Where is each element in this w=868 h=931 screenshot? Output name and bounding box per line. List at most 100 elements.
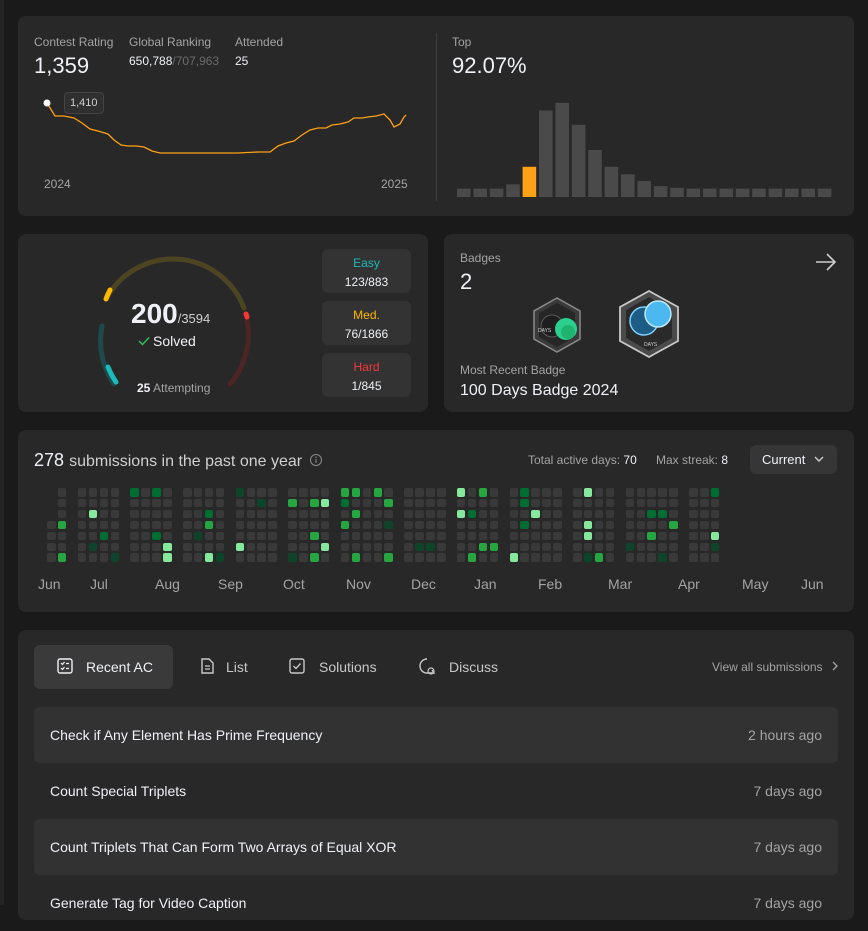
heatmap-day-cell[interactable]	[636, 498, 645, 508]
heatmap-day-cell[interactable]	[340, 509, 350, 519]
heatmap-day-cell[interactable]	[542, 498, 551, 508]
heatmap-day-cell[interactable]	[193, 542, 203, 551]
heatmap-day-cell[interactable]	[183, 520, 192, 530]
heatmap-day-cell[interactable]	[246, 542, 255, 551]
heatmap-day-cell[interactable]	[509, 531, 518, 541]
heatmap-day-cell[interactable]	[426, 498, 435, 508]
heatmap-day-cell[interactable]	[437, 553, 446, 562]
heatmap-day-cell[interactable]	[152, 509, 161, 519]
heatmap-day-cell[interactable]	[669, 488, 678, 497]
heatmap-day-cell[interactable]	[594, 553, 604, 562]
heatmap-day-cell[interactable]	[351, 553, 361, 562]
heatmap-day-cell[interactable]	[130, 509, 139, 519]
heatmap-day-cell[interactable]	[183, 553, 192, 562]
heatmap-day-cell[interactable]	[467, 520, 477, 530]
heatmap-day-cell[interactable]	[625, 520, 635, 530]
heatmap-day-cell[interactable]	[404, 509, 413, 519]
heatmap-day-cell[interactable]	[193, 488, 203, 497]
heatmap-day-cell[interactable]	[520, 509, 529, 519]
heatmap-day-cell[interactable]	[77, 498, 87, 508]
heatmap-day-cell[interactable]	[235, 498, 245, 508]
heatmap-day-cell[interactable]	[310, 542, 319, 551]
heatmap-day-cell[interactable]	[163, 509, 172, 519]
heatmap-day-cell[interactable]	[573, 520, 582, 530]
heatmap-day-cell[interactable]	[110, 498, 119, 508]
heatmap-day-cell[interactable]	[489, 488, 499, 497]
heatmap-day-cell[interactable]	[710, 542, 720, 551]
heatmap-day-cell[interactable]	[542, 531, 551, 541]
heatmap-day-cell[interactable]	[384, 531, 393, 541]
heatmap-day-cell[interactable]	[456, 542, 466, 551]
heatmap-day-cell[interactable]	[373, 542, 382, 551]
rating-distribution-histogram[interactable]	[18, 16, 854, 216]
heatmap-day-cell[interactable]	[99, 520, 109, 530]
heatmap-day-cell[interactable]	[583, 520, 593, 530]
heatmap-day-cell[interactable]	[404, 531, 413, 541]
heatmap-day-cell[interactable]	[288, 509, 297, 519]
heatmap-day-cell[interactable]	[152, 520, 161, 530]
heatmap-day-cell[interactable]	[88, 488, 98, 497]
heatmap-day-cell[interactable]	[437, 520, 446, 530]
heatmap-day-cell[interactable]	[310, 509, 319, 519]
heatmap-day-cell[interactable]	[467, 488, 477, 497]
heatmap-day-cell[interactable]	[130, 488, 139, 497]
heatmap-day-cell[interactable]	[299, 520, 308, 530]
heatmap-day-cell[interactable]	[99, 488, 109, 497]
medium-stat[interactable]: Med. 76/1866	[322, 301, 411, 345]
heatmap-day-cell[interactable]	[288, 531, 297, 541]
heatmap-day-cell[interactable]	[542, 488, 551, 497]
heatmap-day-cell[interactable]	[99, 553, 109, 562]
heatmap-day-cell[interactable]	[489, 509, 499, 519]
heatmap-day-cell[interactable]	[404, 498, 413, 508]
heatmap-day-cell[interactable]	[373, 520, 382, 530]
heatmap-day-cell[interactable]	[700, 542, 709, 551]
heatmap-day-cell[interactable]	[700, 553, 709, 562]
heatmap-day-cell[interactable]	[320, 509, 330, 519]
heatmap-day-cell[interactable]	[594, 520, 604, 530]
heatmap-day-cell[interactable]	[647, 520, 656, 530]
heatmap-day-cell[interactable]	[299, 542, 308, 551]
heatmap-day-cell[interactable]	[351, 531, 361, 541]
heatmap-day-cell[interactable]	[669, 531, 678, 541]
heatmap-day-cell[interactable]	[509, 553, 518, 562]
heatmap-day-cell[interactable]	[542, 553, 551, 562]
heatmap-day-cell[interactable]	[689, 531, 698, 541]
heatmap-day-cell[interactable]	[426, 488, 435, 497]
heatmap-day-cell[interactable]	[373, 498, 382, 508]
heatmap-day-cell[interactable]	[88, 520, 98, 530]
heatmap-day-cell[interactable]	[426, 531, 435, 541]
heatmap-day-cell[interactable]	[257, 553, 266, 562]
heatmap-day-cell[interactable]	[268, 531, 277, 541]
heatmap-day-cell[interactable]	[373, 488, 382, 497]
heatmap-day-cell[interactable]	[215, 509, 225, 519]
heatmap-day-cell[interactable]	[594, 531, 604, 541]
heatmap-day-cell[interactable]	[88, 498, 98, 508]
heatmap-day-cell[interactable]	[553, 531, 562, 541]
heatmap-day-cell[interactable]	[404, 520, 413, 530]
heatmap-day-cell[interactable]	[700, 488, 709, 497]
heatmap-day-cell[interactable]	[415, 498, 424, 508]
heatmap-day-cell[interactable]	[77, 488, 87, 497]
heatmap-day-cell[interactable]	[193, 509, 203, 519]
heatmap-day-cell[interactable]	[299, 531, 308, 541]
heatmap-day-cell[interactable]	[299, 553, 308, 562]
heatmap-day-cell[interactable]	[573, 488, 582, 497]
heatmap-day-cell[interactable]	[77, 542, 87, 551]
heatmap-day-cell[interactable]	[531, 488, 540, 497]
heatmap-day-cell[interactable]	[268, 498, 277, 508]
heatmap-day-cell[interactable]	[669, 520, 678, 530]
heatmap-day-cell[interactable]	[669, 498, 678, 508]
heatmap-day-cell[interactable]	[246, 531, 255, 541]
heatmap-day-cell[interactable]	[320, 488, 330, 497]
heatmap-day-cell[interactable]	[204, 498, 214, 508]
heatmap-day-cell[interactable]	[478, 531, 488, 541]
heatmap-day-cell[interactable]	[710, 520, 720, 530]
heatmap-day-cell[interactable]	[110, 509, 119, 519]
heatmap-day-cell[interactable]	[710, 553, 720, 562]
heatmap-day-cell[interactable]	[204, 488, 214, 497]
heatmap-day-cell[interactable]	[320, 520, 330, 530]
heatmap-day-cell[interactable]	[288, 542, 297, 551]
heatmap-day-cell[interactable]	[351, 542, 361, 551]
heatmap-day-cell[interactable]	[163, 542, 172, 551]
heatmap-day-cell[interactable]	[437, 531, 446, 541]
